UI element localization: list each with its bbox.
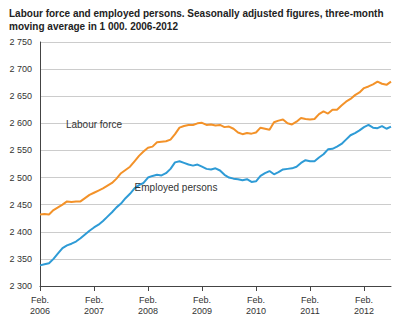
svg-text:2 700: 2 700 <box>9 64 32 74</box>
svg-text:Feb.: Feb. <box>193 295 211 305</box>
svg-text:2 300: 2 300 <box>9 281 32 291</box>
svg-text:2010: 2010 <box>246 306 266 316</box>
svg-text:2006: 2006 <box>30 306 50 316</box>
svg-text:Labour force: Labour force <box>66 119 123 130</box>
svg-text:Feb.: Feb. <box>301 295 319 305</box>
svg-text:2 500: 2 500 <box>9 173 32 183</box>
svg-text:2012: 2012 <box>354 306 374 316</box>
svg-text:Labour force and employed pers: Labour force and employed persons. Seaso… <box>9 8 386 19</box>
svg-text:Feb.: Feb. <box>31 295 49 305</box>
svg-text:2 450: 2 450 <box>9 200 32 210</box>
svg-text:2 650: 2 650 <box>9 91 32 101</box>
svg-text:2 750: 2 750 <box>9 37 32 47</box>
svg-text:2009: 2009 <box>192 306 212 316</box>
svg-text:moving average in 1 000. 2006-: moving average in 1 000. 2006-2012 <box>9 21 178 32</box>
svg-text:2 350: 2 350 <box>9 254 32 264</box>
svg-text:Employed persons: Employed persons <box>135 182 218 193</box>
svg-text:2 400: 2 400 <box>9 227 32 237</box>
svg-text:Feb.: Feb. <box>85 295 103 305</box>
svg-text:Feb.: Feb. <box>355 295 373 305</box>
svg-text:2007: 2007 <box>84 306 104 316</box>
svg-text:2 550: 2 550 <box>9 145 32 155</box>
svg-text:2 600: 2 600 <box>9 118 32 128</box>
svg-text:Feb.: Feb. <box>247 295 265 305</box>
svg-text:2011: 2011 <box>300 306 319 316</box>
svg-text:Feb.: Feb. <box>139 295 157 305</box>
svg-text:2008: 2008 <box>138 306 158 316</box>
